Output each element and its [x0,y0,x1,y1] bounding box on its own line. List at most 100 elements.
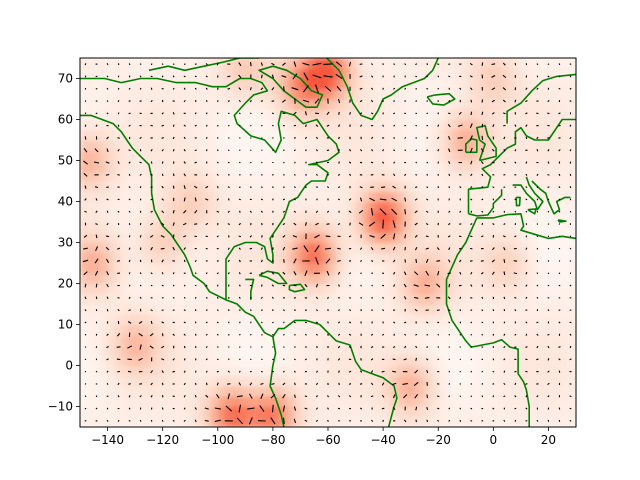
heatmap-cell [514,386,522,397]
heatmap-cell [128,150,136,162]
heatmap-cell [307,324,315,336]
heatmap-cell [534,222,543,233]
heatmap-cell [217,355,226,367]
wind-vector [415,357,418,361]
wind-vector [547,284,550,287]
wind-vector [481,321,484,324]
heatmap-cell [410,355,419,367]
wind-vector [260,382,264,385]
heatmap-cell [224,324,233,336]
wind-vector [381,174,385,176]
heatmap-cell [500,283,508,295]
heatmap-cell [458,375,467,387]
heatmap-cell [245,334,253,346]
wind-vector [525,358,528,361]
heatmap-cell [135,314,143,326]
wind-vector [525,198,528,201]
heatmap-cell [204,99,212,110]
heatmap-cell [465,263,474,274]
heatmap-cell [507,304,515,315]
wind-vector [216,149,219,152]
heatmap-cell [210,334,219,346]
heatmap-cell [293,375,302,387]
heatmap-cell [410,160,419,172]
wind-vector [260,87,264,91]
heatmap-cell [465,283,474,295]
wind-vector [436,283,441,288]
heatmap-cell [507,181,515,192]
heatmap-cell [121,406,129,418]
wind-vector [183,284,186,287]
heatmap-cell [334,416,343,427]
heatmap-cell [438,396,446,408]
heatmap-cell [527,232,536,244]
heatmap-cell [362,222,370,233]
wind-vector [128,100,131,102]
heatmap-cell [314,365,322,377]
heatmap-cell [527,263,536,274]
heatmap-cell [472,99,481,110]
heatmap-cell [169,345,178,356]
x-tick-label: −120 [146,433,179,447]
wind-vector [348,321,352,324]
heatmap-cell [300,99,308,110]
heatmap-cell [458,109,467,121]
heatmap-cell [162,386,171,397]
wind-vector [348,370,352,373]
wind-vector [304,111,307,116]
wind-vector [283,86,285,92]
heatmap-cell [472,150,481,162]
wind-vector [249,62,252,67]
heatmap-cell [169,191,178,203]
heatmap-cell [369,150,377,162]
heatmap-cell [445,211,453,223]
heatmap-cell [321,99,329,110]
heatmap-cell [107,160,116,172]
heatmap-cell [100,201,109,213]
heatmap-cell [128,119,136,131]
heatmap-cell [272,283,281,295]
heatmap-cell [300,345,308,356]
heatmap-cell [348,365,357,377]
wind-vector [547,223,550,225]
heatmap-cell [431,396,439,408]
heatmap-cell [286,211,295,223]
heatmap-cell [107,150,116,162]
heatmap-cell [334,345,343,356]
wind-vector [161,345,165,349]
heatmap-cell [307,375,315,387]
heatmap-cell [514,314,522,326]
heatmap-cell [128,386,136,397]
heatmap-cell [135,406,143,418]
heatmap-cell [520,232,529,244]
wind-vector [470,333,473,336]
heatmap-cell [417,78,426,90]
heatmap-cell [452,355,460,367]
wind-vector [547,395,550,398]
heatmap-cell [493,263,501,274]
wind-vector [437,333,440,336]
heatmap-cell [307,109,315,121]
wind-vector [260,186,263,189]
wind-vector [448,173,451,177]
wind-vector [337,345,341,349]
heatmap-cell [93,304,102,315]
wind-vector [205,63,208,66]
heatmap-cell [142,211,150,223]
heatmap-cell [355,365,364,377]
wind-vector [326,270,330,276]
heatmap-cell [514,109,522,121]
heatmap-cell [128,416,136,427]
heatmap-cell [224,334,233,346]
heatmap-cell [128,293,136,305]
heatmap-cell [417,99,426,110]
heatmap-cell [176,150,184,162]
heatmap-cell [417,58,426,69]
wind-vector [536,358,539,361]
heatmap-cell [514,170,522,182]
heatmap-cell [169,119,178,131]
heatmap-cell [100,242,109,254]
heatmap-cell [148,99,157,110]
heatmap-cell [210,416,219,427]
heatmap-cell [514,293,522,305]
